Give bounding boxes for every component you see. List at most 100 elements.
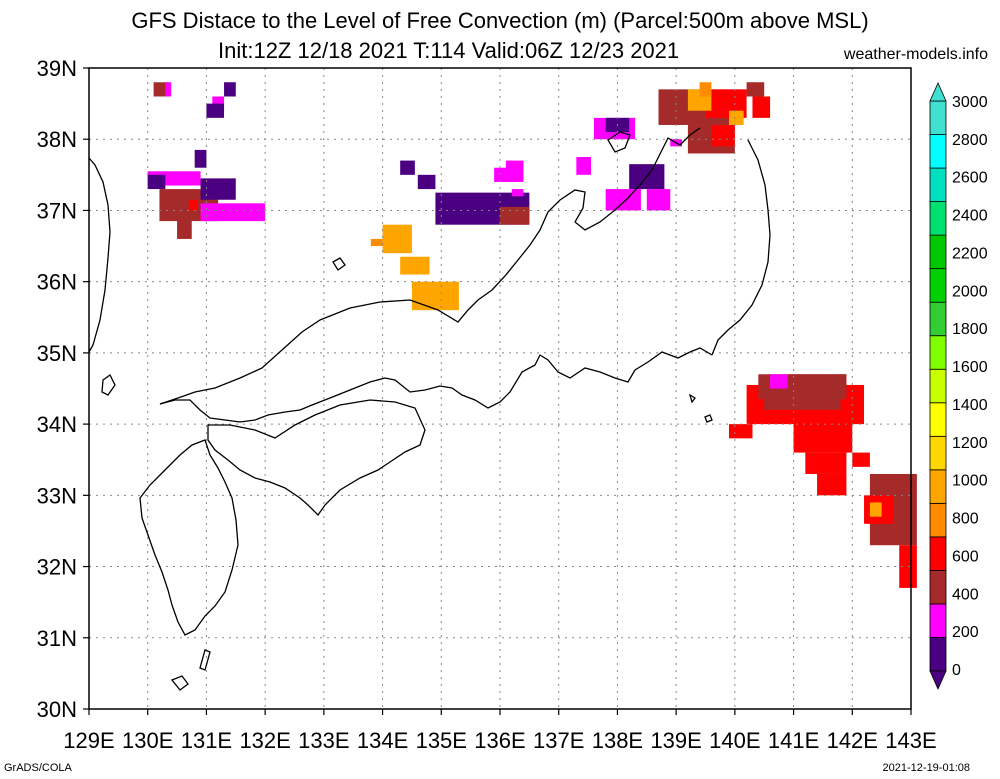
coast-tsushima — [101, 374, 116, 396]
cell-kanto-east-cluster-7 — [817, 473, 847, 496]
tick-label-lat-39N: 39N — [37, 56, 77, 81]
chart-title: GFS Distace to the Level of Free Convect… — [131, 8, 869, 33]
cell-korea-east-cluster-3 — [200, 178, 236, 200]
cell-kanto-east-cluster-2 — [787, 374, 847, 389]
tick-label-lon-132E: 132E — [239, 728, 290, 753]
colorbar-band-3 — [929, 536, 947, 571]
grid-lines — [89, 68, 911, 709]
colorbar-high-arrow — [929, 82, 947, 102]
colorbar-label-2600: 2600 — [952, 170, 988, 187]
tick-label-lat-34N: 34N — [37, 412, 77, 437]
tick-label-lon-136E: 136E — [474, 728, 525, 753]
colorbar-label-1200: 1200 — [952, 435, 988, 452]
colorbar-label-200: 200 — [952, 624, 979, 641]
chart-subtitle: Init:12Z 12/18 2021 T:114 Valid:06Z 12/2… — [218, 38, 680, 63]
tick-label-lat-38N: 38N — [37, 127, 77, 152]
cell-noto-cluster-0 — [400, 160, 415, 175]
colorbar-low-arrow — [929, 670, 947, 690]
tick-label-lon-143E: 143E — [885, 728, 936, 753]
tick-label-lat-33N: 33N — [37, 483, 77, 508]
colorbar-band-12 — [929, 234, 947, 270]
cell-korea-east-cluster-7 — [194, 149, 207, 168]
cell-sado-cluster-4 — [646, 189, 671, 211]
cell-san-in-cluster-1 — [400, 256, 430, 275]
coastline — [88, 127, 771, 691]
coast-korea — [88, 157, 111, 353]
colorbar-band-15 — [929, 134, 947, 169]
cell-southeast-cluster-2 — [869, 502, 882, 517]
cell-noto-cluster-5 — [500, 206, 530, 225]
coast-shikoku — [207, 399, 426, 517]
footer-right: 2021-12-19-01:08 — [882, 762, 970, 774]
cell-southeast-cluster-4 — [887, 481, 911, 496]
tick-label-lon-135E: 135E — [416, 728, 467, 753]
colorbar-label-2800: 2800 — [952, 132, 988, 149]
cell-korea-east-cluster-5 — [177, 217, 192, 239]
cell-niigata-cluster-7 — [746, 82, 765, 97]
tick-label-lon-138E: 138E — [592, 728, 643, 753]
footer-left: GrADS/COLA — [4, 762, 72, 774]
site-label: weather-models.info — [843, 46, 988, 63]
tick-label-lat-35N: 35N — [37, 341, 77, 366]
tick-label-lat-36N: 36N — [37, 270, 77, 295]
cell-niigata-cluster-8 — [728, 110, 744, 125]
tick-label-lat-32N: 32N — [37, 555, 77, 580]
coast-honshu-pacific — [159, 347, 713, 423]
cell-san-in-cluster-3 — [370, 238, 383, 247]
coast-tohoku-east — [711, 139, 771, 356]
cell-noto-cluster-1 — [417, 174, 436, 190]
tick-label-lon-129E: 129E — [63, 728, 114, 753]
colorbar-label-1000: 1000 — [952, 473, 988, 490]
cell-kanto-east-cluster-9 — [852, 452, 870, 467]
colorbar-label-0: 0 — [952, 662, 961, 679]
colorbar-band-5 — [929, 469, 947, 504]
colorbar-band-0 — [929, 637, 947, 672]
tick-label-lon-133E: 133E — [298, 728, 349, 753]
colorbar-band-9 — [929, 335, 947, 370]
colorbar-label-1800: 1800 — [952, 321, 988, 338]
colorbar-label-3000: 3000 — [952, 94, 988, 111]
cell-kanto-east-cluster-3 — [770, 374, 788, 389]
cell-sea-of-japan-west-0 — [153, 82, 169, 97]
colorbar-band-10 — [929, 301, 947, 337]
cell-korea-east-cluster-1 — [147, 174, 166, 190]
cell-niigata-cluster-3 — [711, 124, 735, 147]
cell-kanto-east-cluster-6 — [805, 452, 847, 474]
tick-label-lon-142E: 142E — [827, 728, 878, 753]
colorbar-label-2400: 2400 — [952, 208, 988, 225]
coast-sado — [607, 131, 631, 153]
tick-label-lon-140E: 140E — [709, 728, 760, 753]
tick-label-lon-131E: 131E — [181, 728, 232, 753]
colorbar-band-6 — [929, 435, 947, 471]
colorbar-band-7 — [929, 402, 947, 437]
tick-label-lat-37N: 37N — [37, 198, 77, 223]
colorbar-label-1400: 1400 — [952, 397, 988, 414]
cell-sea-of-japan-west-4 — [206, 103, 225, 118]
colorbar-label-2200: 2200 — [952, 245, 988, 262]
cell-kanto-east-cluster-4 — [764, 388, 841, 410]
colorbar-band-1 — [929, 603, 947, 638]
cell-kanto-east-cluster-5 — [793, 409, 853, 453]
colorbar-band-16 — [929, 100, 947, 135]
colorbar-label-600: 600 — [952, 548, 979, 565]
tick-label-lon-141E: 141E — [768, 728, 819, 753]
cell-sea-of-japan-west-2 — [224, 82, 236, 97]
tick-label-lon-139E: 139E — [650, 728, 701, 753]
colorbar-label-400: 400 — [952, 586, 979, 603]
colorbar-band-14 — [929, 167, 947, 202]
colorbar: 0 200 400 600 800 1000 1200 1400 1600 1800 2000 220… — [929, 82, 988, 690]
coast-honshu-sea — [159, 127, 701, 405]
coast-izu-island — [704, 414, 713, 423]
colorbar-band-4 — [929, 502, 947, 538]
colorbar-band-2 — [929, 570, 947, 605]
tick-label-lon-134E: 134E — [357, 728, 408, 753]
coast-ogasawara-east — [688, 393, 696, 404]
data-cells — [147, 82, 917, 588]
cell-korea-east-cluster-4 — [200, 203, 266, 222]
tick-label-lat-30N: 30N — [37, 697, 77, 722]
colorbar-label-800: 800 — [952, 511, 979, 528]
cell-sea-of-japan-west-1 — [165, 82, 172, 97]
colorbar-band-11 — [929, 268, 947, 303]
tick-label-lon-130E: 130E — [122, 728, 173, 753]
